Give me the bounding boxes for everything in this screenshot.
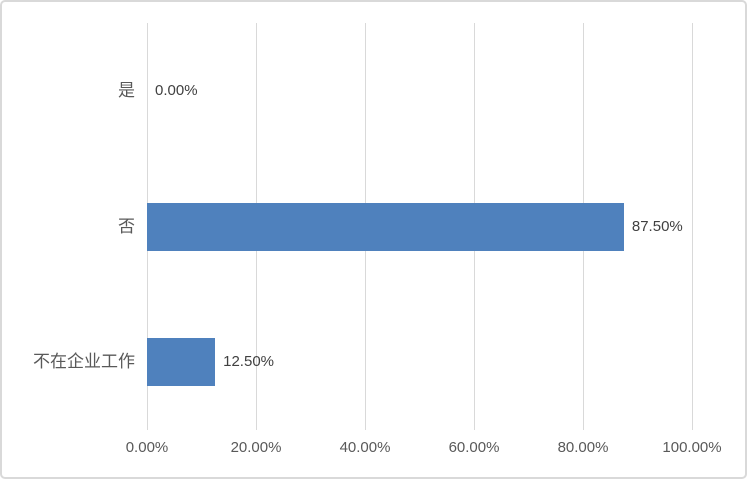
data-label: 87.50% [631,217,683,235]
x-axis-tick-label: 60.00% [448,439,500,456]
category-label: 否 [118,216,135,236]
bar[interactable] [147,202,624,251]
data-label: 0.00% [155,81,198,99]
data-label: 12.50% [223,353,274,371]
x-axis-tick-label: 80.00% [557,439,609,456]
x-axis-tick-label: 20.00% [230,439,282,456]
category-label: 不在企业工作 [33,352,135,372]
x-axis-tick-label: 0.00% [125,439,169,456]
gridline [692,23,693,430]
x-axis-tick-label: 100.00% [662,439,722,456]
bar[interactable] [147,338,216,387]
category-label: 是 [118,80,135,100]
x-axis-tick-label: 40.00% [339,439,391,456]
